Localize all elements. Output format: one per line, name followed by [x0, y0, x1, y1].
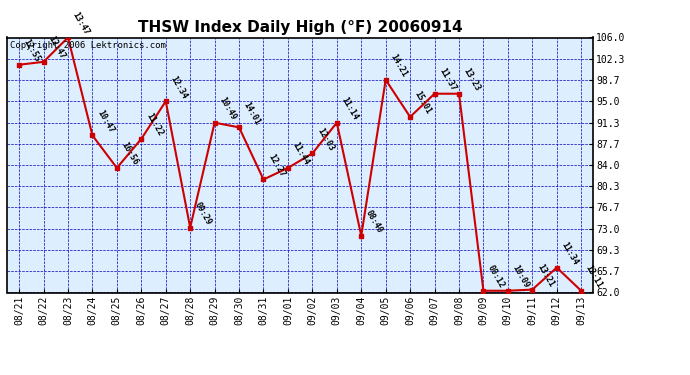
Text: 12:03: 12:03: [315, 126, 335, 153]
Text: 11:22: 11:22: [144, 112, 164, 138]
Text: 11:44: 11:44: [290, 141, 311, 167]
Text: 14:01: 14:01: [241, 100, 262, 126]
Text: Copyright 2006 Lektronics.com: Copyright 2006 Lektronics.com: [10, 41, 166, 50]
Text: 13:47: 13:47: [71, 10, 91, 37]
Text: 10:47: 10:47: [95, 108, 115, 135]
Title: THSW Index Daily High (°F) 20060914: THSW Index Daily High (°F) 20060914: [138, 20, 462, 35]
Text: 13:23: 13:23: [462, 67, 482, 93]
Text: 10:49: 10:49: [217, 96, 237, 122]
Text: 12:47: 12:47: [46, 35, 67, 61]
Text: 15:01: 15:01: [413, 90, 433, 116]
Text: 11:14: 11:14: [339, 96, 360, 122]
Text: 13:11: 13:11: [584, 264, 604, 290]
Text: 16:56: 16:56: [119, 141, 140, 167]
Text: 10:09: 10:09: [511, 264, 531, 290]
Text: 08:40: 08:40: [364, 209, 384, 235]
Text: 11:37: 11:37: [437, 67, 457, 93]
Text: 13:21: 13:21: [535, 262, 555, 289]
Text: 09:29: 09:29: [193, 201, 213, 227]
Text: 00:12: 00:12: [486, 264, 506, 290]
Text: 12:27: 12:27: [266, 153, 286, 179]
Text: 12:55: 12:55: [22, 38, 42, 64]
Text: 12:34: 12:34: [168, 74, 189, 100]
Text: 14:21: 14:21: [388, 53, 408, 79]
Text: 11:34: 11:34: [560, 241, 580, 267]
